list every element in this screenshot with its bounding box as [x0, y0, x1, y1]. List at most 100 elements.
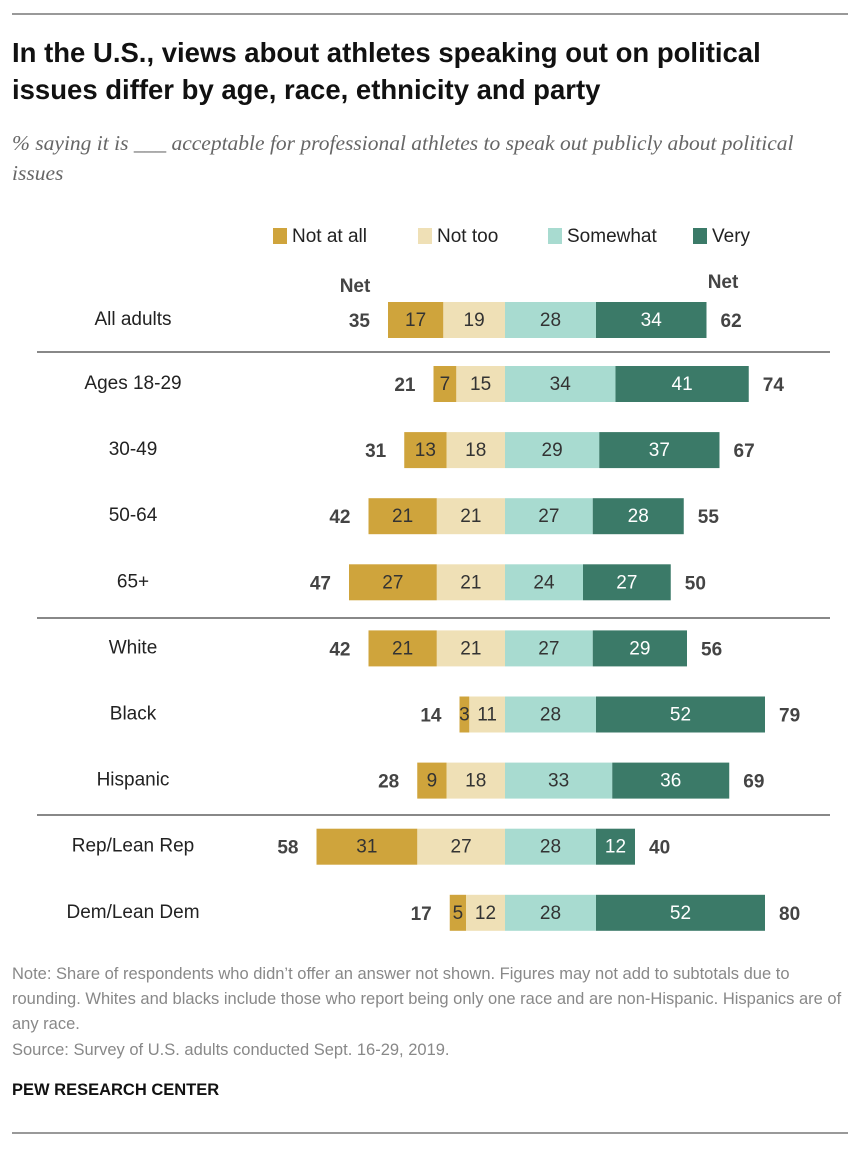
segment-label: 27 [382, 572, 403, 593]
net-value: 69 [743, 772, 764, 793]
bar-segment [469, 696, 505, 733]
segment-label: 7 [440, 374, 451, 395]
bar-segment [505, 366, 616, 402]
net-value: 31 [365, 441, 387, 462]
segment-label: 29 [542, 440, 563, 461]
segment-label: 21 [460, 638, 481, 659]
bar-segment [436, 498, 505, 535]
net-value: 80 [779, 904, 800, 925]
bar-segment [449, 894, 466, 931]
bar-segment [592, 630, 687, 667]
bar-segment [417, 828, 505, 865]
segment-label: 28 [540, 705, 561, 726]
bar-segment [615, 366, 749, 402]
segment-label: 34 [550, 374, 572, 395]
bar-segment [446, 762, 505, 799]
row-label: 50-64 [109, 505, 158, 526]
bar-segment [368, 630, 437, 667]
bar-segment [505, 432, 600, 469]
bar-segment [316, 828, 418, 865]
net-value: 35 [349, 311, 371, 332]
bar-segment [456, 366, 505, 402]
bar-segment [404, 432, 447, 469]
segment-label: 36 [660, 771, 681, 792]
segment-label: 31 [356, 837, 377, 858]
segment-label: 21 [392, 638, 413, 659]
net-value: 47 [310, 573, 331, 594]
legend-label: Not at all [292, 226, 367, 247]
bar-segment [596, 696, 765, 733]
net-value: 79 [779, 706, 800, 727]
row-label: Hispanic [97, 770, 170, 791]
bar-segment [505, 498, 593, 535]
segment-label: 5 [453, 903, 464, 924]
bar-segment [446, 432, 505, 469]
row-label: Rep/Lean Rep [72, 836, 195, 857]
bar-segment [505, 564, 583, 601]
subtitle: % saying it is ___ acceptable for profes… [12, 131, 794, 185]
segment-label: 18 [465, 771, 486, 792]
bar-segment [505, 828, 596, 865]
segment-label: 29 [629, 638, 650, 659]
row-label: All adults [94, 309, 171, 330]
net-value: 21 [394, 375, 416, 396]
bar-segment [349, 564, 437, 601]
bar-segment [599, 432, 720, 469]
segment-label: 21 [460, 506, 481, 527]
bar-segment [505, 302, 596, 338]
segment-label: 15 [470, 374, 491, 395]
bar-segment [368, 498, 437, 535]
net-value: 55 [698, 507, 720, 528]
segment-label: 12 [605, 837, 626, 858]
row-label: Ages 18-29 [84, 373, 181, 394]
segment-label: 33 [548, 771, 569, 792]
segment-label: 21 [460, 572, 481, 593]
bar-segment [459, 696, 470, 733]
legend-swatch [548, 228, 562, 244]
bar-segment [436, 564, 505, 601]
bar-segment [596, 894, 765, 931]
net-value: 67 [734, 441, 755, 462]
segment-label: 13 [415, 440, 436, 461]
bar-segment [388, 302, 444, 338]
legend-swatch [693, 228, 707, 244]
bar-segment [417, 762, 447, 799]
brand: PEW RESEARCH CENTER [12, 1081, 220, 1099]
segment-label: 21 [392, 506, 413, 527]
legend-label: Not too [437, 226, 498, 247]
segment-label: 27 [451, 837, 472, 858]
segment-label: 37 [649, 440, 670, 461]
segment-label: 34 [641, 310, 663, 331]
segment-label: 52 [670, 705, 691, 726]
legend-label: Very [712, 226, 751, 247]
bar-segment [436, 630, 505, 667]
bar-segment [505, 630, 593, 667]
legend-swatch [418, 228, 432, 244]
net-value: 56 [701, 639, 722, 660]
row-label: Black [110, 704, 157, 725]
bar-segment [466, 894, 505, 931]
segment-label: 12 [475, 903, 496, 924]
segment-label: 11 [477, 705, 497, 726]
row-label: 65+ [117, 571, 149, 592]
segment-label: 52 [670, 903, 691, 924]
row-label: Dem/Lean Dem [66, 902, 199, 923]
segment-label: 3 [459, 705, 470, 726]
bar-segment [505, 894, 596, 931]
net-value: 42 [329, 639, 350, 660]
segment-label: 9 [427, 771, 438, 792]
bar-segment [596, 302, 707, 338]
segment-label: 28 [628, 506, 649, 527]
segment-label: 17 [405, 310, 426, 331]
segment-label: 27 [616, 572, 637, 593]
bar-segment [433, 366, 457, 402]
bar-segment [443, 302, 505, 338]
segment-label: 24 [533, 572, 555, 593]
title: In the U.S., views about athletes speaki… [12, 37, 761, 105]
bar-segment [505, 762, 613, 799]
segment-label: 19 [464, 310, 485, 331]
net-value: 40 [649, 838, 670, 859]
net-value: 74 [763, 375, 785, 396]
